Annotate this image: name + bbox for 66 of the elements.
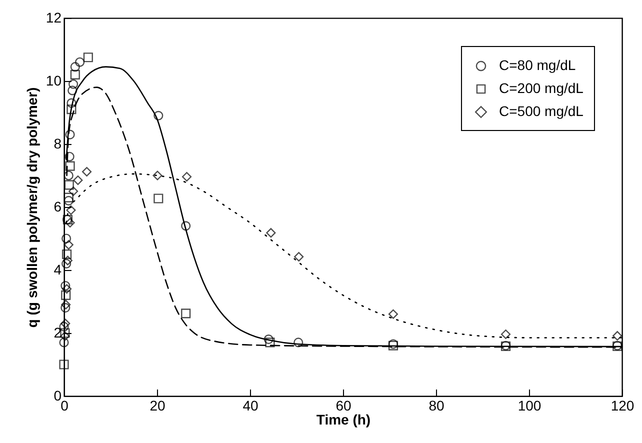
point — [59, 338, 69, 348]
x-tick-label: 20 — [150, 398, 166, 414]
y-axis-title: q (g swollen polymer/g dry polymer) — [24, 87, 40, 328]
point — [388, 309, 398, 319]
point — [65, 218, 75, 228]
legend-label: C=500 mg/dL — [499, 103, 584, 119]
legend-label: C=200 mg/dL — [499, 80, 584, 96]
point — [75, 57, 85, 67]
point — [265, 338, 275, 348]
point — [152, 170, 162, 180]
point — [82, 166, 92, 177]
point — [182, 172, 192, 182]
point — [64, 192, 74, 202]
x-tick-label: 100 — [518, 398, 542, 414]
point — [83, 52, 93, 62]
point — [62, 258, 72, 268]
point — [61, 300, 71, 310]
y-tick-label: 8 — [54, 136, 62, 152]
y-tick-label: 12 — [46, 10, 62, 26]
point — [500, 329, 511, 340]
point — [68, 86, 78, 96]
point — [294, 338, 304, 348]
point — [264, 334, 274, 344]
point — [70, 70, 80, 80]
point — [61, 290, 71, 300]
point — [62, 234, 72, 244]
point — [59, 360, 69, 370]
point — [68, 186, 78, 196]
x-tick-label: 40 — [242, 398, 258, 414]
x-axis-title: Time (h) — [316, 412, 371, 428]
point — [294, 252, 304, 262]
point — [65, 161, 75, 171]
point — [73, 175, 83, 186]
y-tick-label: 4 — [54, 262, 62, 278]
point — [181, 308, 191, 318]
y-tick-label: 6 — [54, 198, 62, 214]
y-tick-label: 10 — [46, 72, 62, 88]
point — [64, 170, 74, 180]
point — [70, 62, 80, 72]
point — [60, 328, 70, 338]
point — [59, 322, 69, 332]
point — [66, 205, 76, 215]
point — [154, 194, 164, 204]
point — [62, 249, 72, 260]
x-tick-label: 120 — [610, 398, 634, 414]
point — [64, 196, 74, 206]
point — [612, 331, 622, 341]
y-tick-label: 0 — [54, 388, 62, 404]
point — [62, 284, 72, 294]
point — [154, 110, 164, 120]
point — [64, 152, 74, 162]
point — [266, 228, 276, 238]
point — [64, 180, 74, 190]
point — [62, 256, 73, 266]
point — [68, 79, 78, 89]
x-tick-label: 60 — [336, 398, 352, 414]
point — [60, 303, 70, 313]
point — [66, 98, 76, 108]
x-tick-label: 80 — [428, 398, 444, 414]
point — [66, 104, 76, 114]
point — [65, 130, 75, 140]
point — [181, 221, 191, 231]
point — [64, 240, 74, 250]
legend-label: C=80 mg/dL — [499, 57, 576, 73]
point — [60, 280, 70, 291]
point — [60, 318, 70, 328]
